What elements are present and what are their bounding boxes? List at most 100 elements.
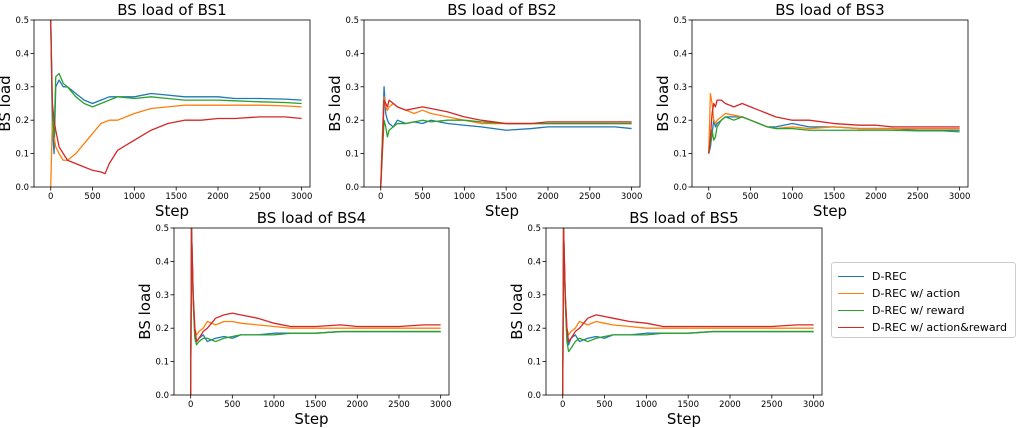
x-tick-label: 1000: [782, 192, 804, 202]
series-line: [190, 228, 441, 395]
y-tick-label: 0.4: [527, 257, 541, 267]
legend-item: D-REC: [838, 268, 1009, 285]
series-line: [562, 228, 814, 395]
x-tick-label: 2000: [865, 192, 887, 202]
x-tick-label: 3000: [430, 400, 452, 410]
series-line: [380, 96, 632, 187]
y-tick-label: 0.4: [673, 49, 687, 59]
y-tick-label: 0.1: [527, 358, 541, 368]
x-tick-label: 2500: [907, 192, 929, 202]
y-axis-label: BS load: [326, 75, 344, 131]
series-line: [190, 228, 441, 395]
x-tick-label: 1000: [636, 400, 658, 410]
y-tick-label: 0.2: [345, 116, 359, 126]
axes-frame: [33, 19, 311, 188]
x-tick-label: 0: [48, 192, 53, 202]
series-line: [380, 119, 632, 187]
x-axis-label: Step: [813, 202, 847, 220]
legend-swatch: [838, 276, 864, 277]
x-tick-label: 2500: [761, 400, 783, 410]
series-line: [708, 116, 960, 154]
series-line: [708, 116, 960, 154]
x-tick-label: 2500: [579, 192, 601, 202]
y-tick-label: 0.4: [345, 49, 359, 59]
y-tick-label: 0.3: [345, 83, 359, 93]
x-tick-label: 500: [596, 400, 612, 410]
y-tick-label: 0.2: [673, 116, 687, 126]
x-tick-label: 0: [188, 400, 193, 410]
legend-item: D-REC w/ reward: [838, 302, 1009, 319]
x-axis-label: Step: [155, 202, 189, 220]
series-group: [562, 228, 814, 395]
x-axis-label: Step: [294, 410, 328, 428]
series-group: [50, 20, 302, 187]
subplot-3: 0 500 1000 1500 2000 2500 3000 0.0 0.1 0.2 0.3 0.4 0…: [654, 1, 970, 220]
x-axis-label: Step: [485, 202, 519, 220]
series-line: [380, 86, 632, 187]
x-tick-label: 3000: [621, 192, 643, 202]
x-axis-label: Step: [667, 410, 701, 428]
axes-frame: [363, 19, 641, 188]
x-tick-label: 0: [706, 192, 711, 202]
x-tick-label: 2500: [388, 400, 410, 410]
legend-label: D-REC w/ reward: [872, 304, 965, 317]
x-tick-label: 1500: [165, 192, 187, 202]
x-tick-label: 0: [560, 400, 565, 410]
y-tick-label: 0.1: [155, 358, 169, 368]
y-tick-label: 0.1: [673, 150, 687, 160]
x-tick-label: 1500: [305, 400, 327, 410]
y-tick-label: 0.4: [15, 49, 29, 59]
y-axis-label: BS load: [654, 75, 672, 131]
legend-label: D-REC w/ action: [872, 287, 961, 300]
chart-title: BS load of BS1: [117, 1, 226, 19]
x-tick-label: 1000: [263, 400, 285, 410]
y-tick-label: 0.3: [155, 291, 169, 301]
series-group: [190, 228, 441, 395]
subplot-2: 0 500 1000 1500 2000 2500 3000 0.0 0.1 0.2 0.3 0.4 0…: [326, 1, 642, 220]
x-tick-label: 2000: [207, 192, 229, 202]
y-tick-label: 0.2: [15, 116, 29, 126]
legend-swatch: [838, 327, 864, 328]
series-line: [50, 20, 302, 138]
series-line: [50, 104, 302, 187]
axes-frame: [545, 227, 823, 396]
x-tick-label: 500: [742, 192, 758, 202]
y-tick-label: 0.5: [155, 224, 169, 234]
y-tick-label: 0.3: [15, 83, 29, 93]
series-group: [380, 86, 632, 187]
legend-swatch: [838, 310, 864, 311]
y-tick-label: 0.5: [345, 16, 359, 26]
y-tick-label: 0.0: [155, 391, 169, 401]
chart-title: BS load of BS3: [775, 1, 884, 19]
x-tick-label: 500: [414, 192, 430, 202]
subplot-1: 0 500 1000 1500 2000 2500 3000 0.0 0.1 0.2 0.3 0.4 0…: [0, 1, 312, 220]
y-tick-label: 0.3: [527, 291, 541, 301]
y-tick-label: 0.5: [527, 224, 541, 234]
y-tick-label: 0.5: [673, 16, 687, 26]
legend-label: D-REC: [872, 270, 907, 283]
series-line: [190, 228, 441, 395]
y-tick-label: 0.0: [345, 183, 359, 193]
y-tick-label: 0.1: [15, 150, 29, 160]
subplot-5: 0 500 1000 1500 2000 2500 3000 0.0 0.1 0.2 0.3 0.4 0…: [508, 209, 824, 428]
legend-item: D-REC w/ action: [838, 285, 1009, 302]
x-tick-label: 500: [84, 192, 100, 202]
y-tick-label: 0.1: [345, 150, 359, 160]
y-tick-label: 0.2: [155, 324, 169, 334]
legend: D-REC D-REC w/ action D-REC w/ reward D-…: [831, 262, 1016, 338]
x-tick-label: 500: [224, 400, 240, 410]
x-tick-label: 1500: [823, 192, 845, 202]
series-line: [50, 20, 302, 155]
x-tick-label: 2500: [249, 192, 271, 202]
series-line: [50, 20, 302, 175]
series-line: [562, 228, 814, 395]
y-axis-label: BS load: [136, 283, 154, 339]
y-tick-label: 0.2: [527, 324, 541, 334]
axes-frame: [173, 227, 450, 396]
series-line: [562, 228, 814, 395]
y-tick-label: 0.5: [15, 16, 29, 26]
series-line: [380, 99, 632, 187]
x-tick-label: 2000: [719, 400, 741, 410]
y-axis-label: BS load: [508, 283, 526, 339]
